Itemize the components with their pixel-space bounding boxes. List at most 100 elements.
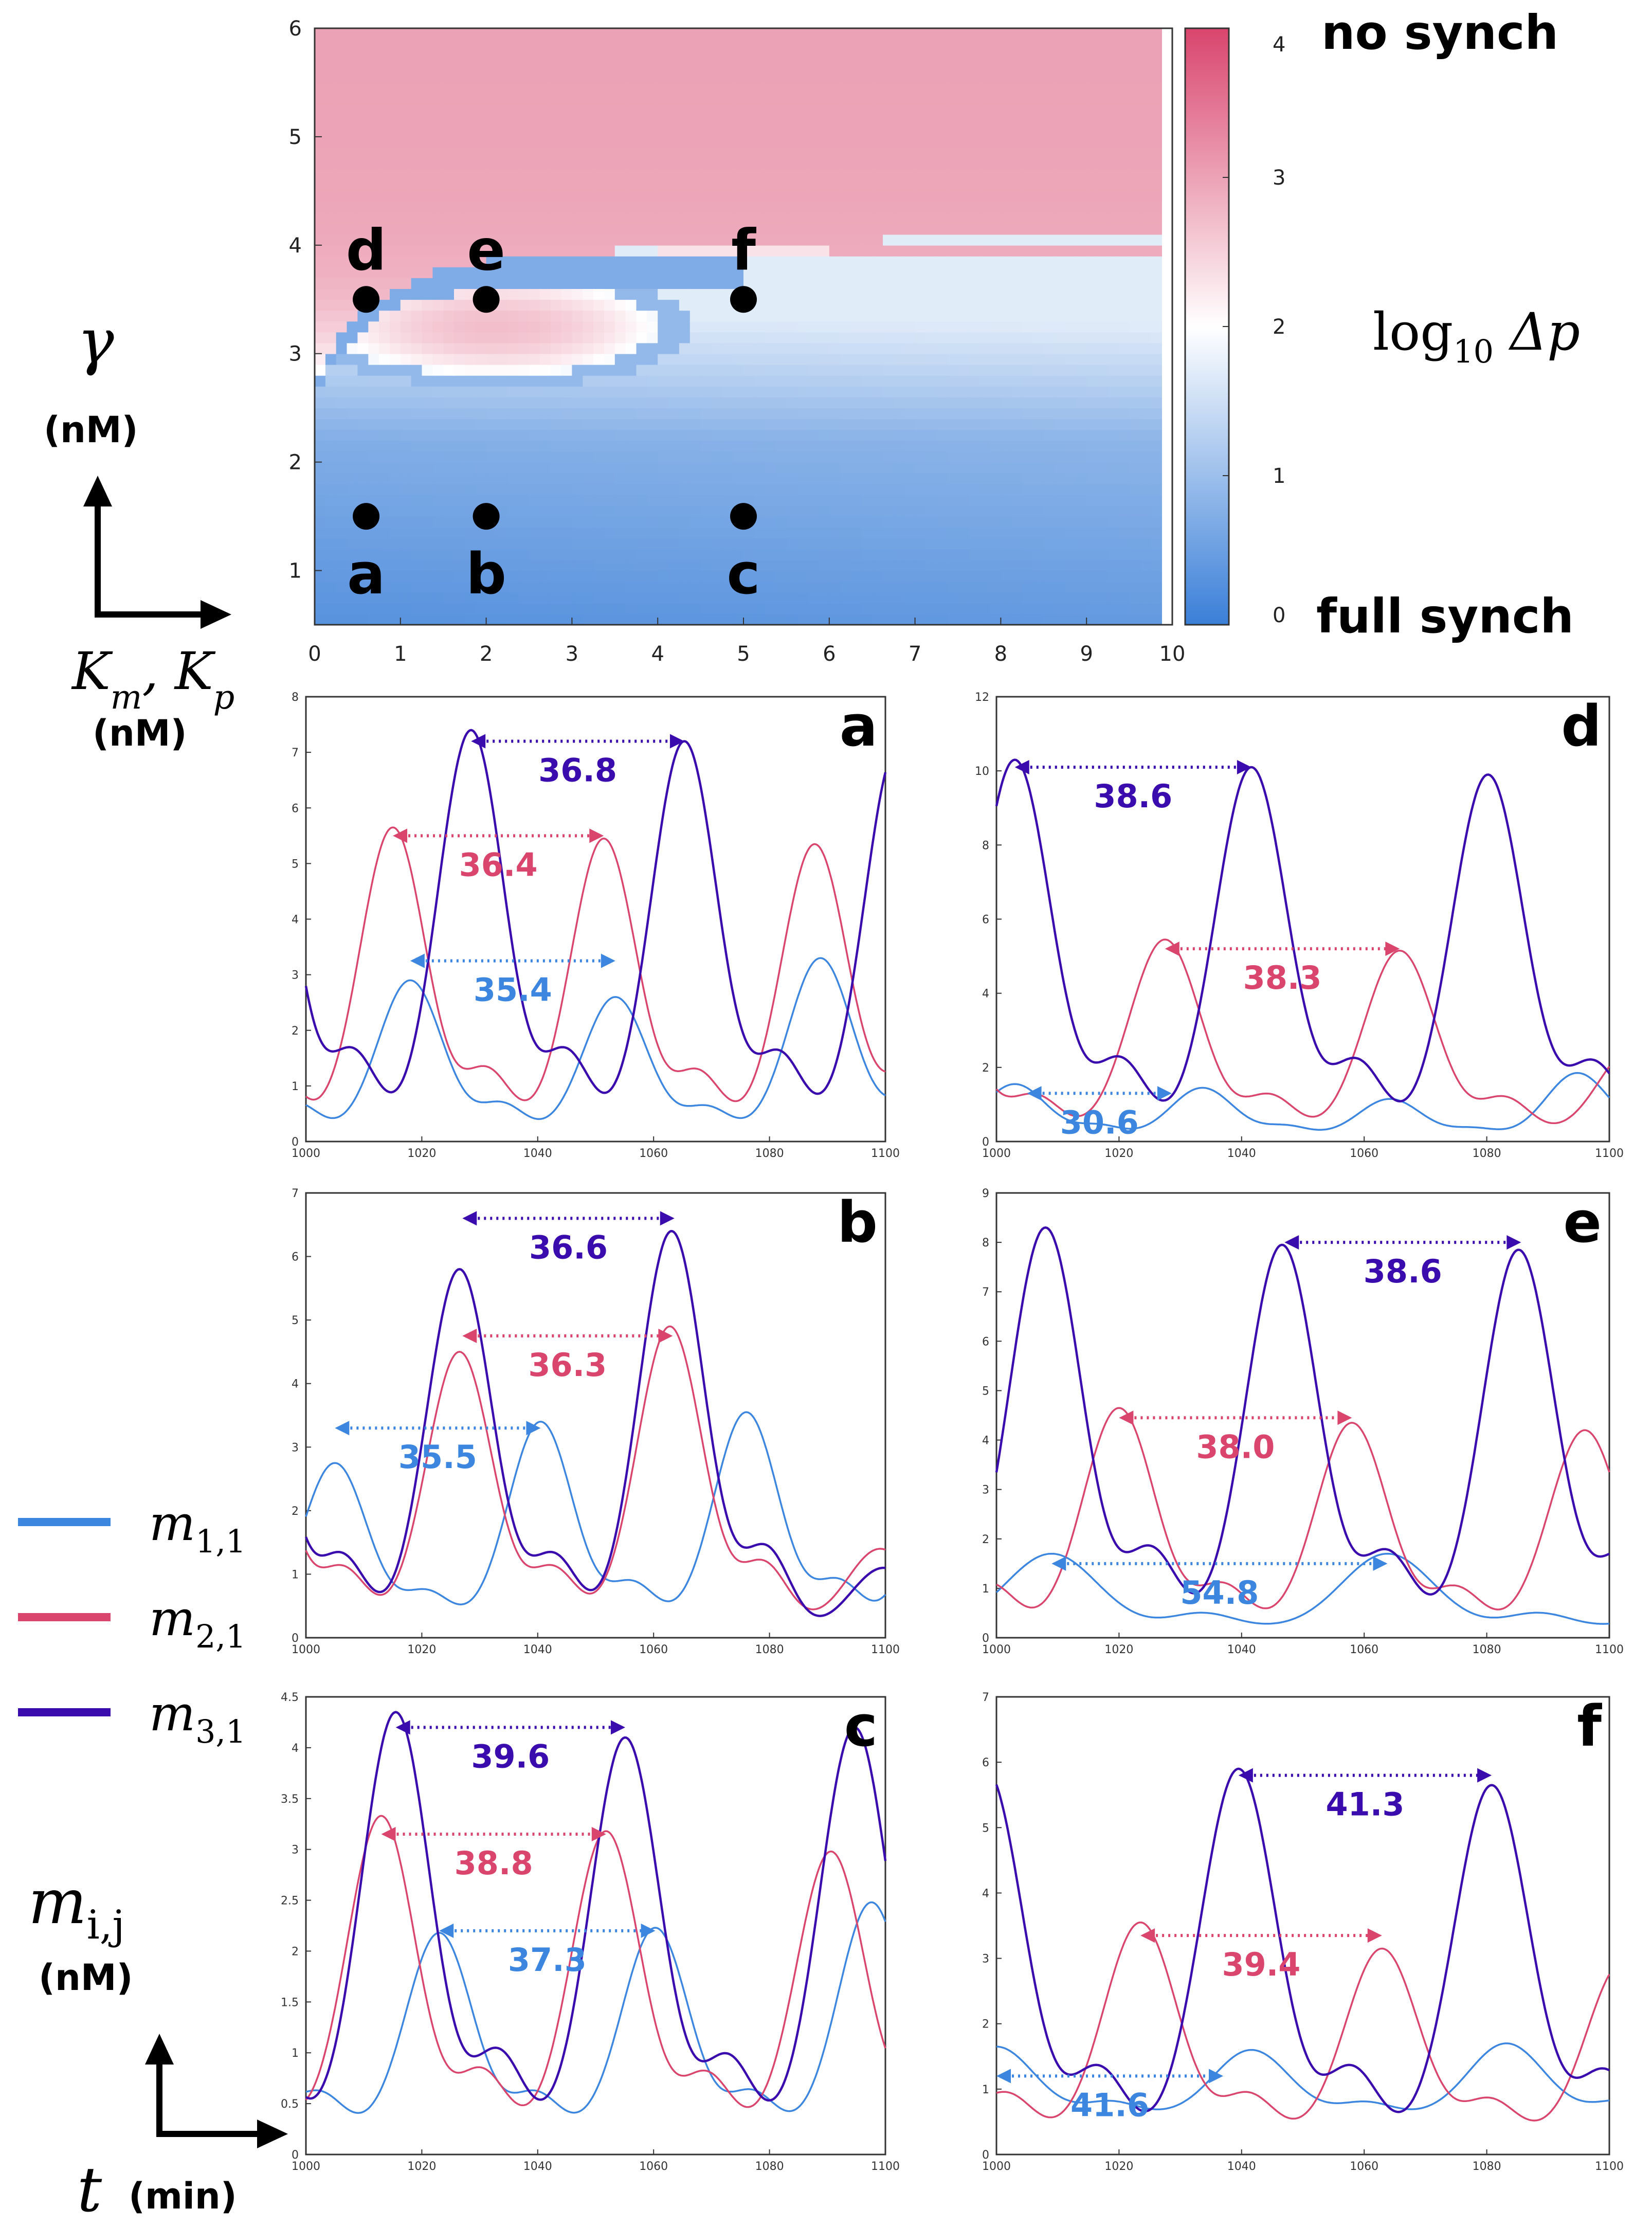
heatmap-cell — [368, 278, 379, 289]
heatmap-cell — [936, 505, 948, 517]
heatmap-cell — [861, 386, 873, 397]
heatmap-cell — [850, 364, 862, 376]
heatmap-cell — [679, 429, 691, 441]
heatmap-cell — [1108, 429, 1119, 441]
heatmap-cell — [604, 234, 615, 246]
heatmap-cell — [1118, 169, 1130, 181]
heatmap-cell — [861, 234, 873, 246]
heatmap-cell — [325, 419, 337, 430]
heatmap-cell — [443, 419, 455, 430]
heatmap-cell — [443, 353, 455, 365]
heatmap-cell — [507, 223, 519, 235]
heatmap-cell — [1151, 212, 1162, 224]
heatmap-cell — [936, 28, 948, 40]
heatmap-cell — [968, 180, 980, 192]
heatmap-cell — [958, 321, 969, 333]
heatmap-cell — [1065, 310, 1077, 322]
heatmap-cell — [1140, 613, 1152, 625]
heatmap-cell — [604, 136, 615, 148]
series-line-1 — [305, 957, 886, 1120]
heatmap-cell — [550, 158, 562, 170]
heatmap-cell — [529, 93, 540, 105]
heatmap-cell — [518, 527, 530, 539]
heatmap-cell — [336, 267, 348, 278]
heatmap-cell — [411, 364, 423, 376]
heatmap-cell — [1011, 613, 1023, 625]
heatmap-cell — [668, 353, 680, 365]
heatmap-cell — [325, 429, 337, 441]
heatmap-cell — [668, 180, 680, 192]
heatmap-cell — [1129, 148, 1141, 159]
heatmap-cell — [668, 158, 680, 170]
heatmap-cell — [357, 408, 369, 420]
heatmap-cell — [840, 71, 851, 83]
heatmap-cell — [315, 28, 326, 40]
heatmap-cell — [1033, 353, 1044, 365]
heatmap-cell — [1022, 39, 1033, 50]
heatmap-cell — [775, 375, 787, 387]
heatmap-cell — [518, 278, 530, 289]
heatmap-cell — [808, 353, 819, 365]
heatmap-cell — [1129, 429, 1141, 441]
heatmap-cell — [679, 245, 691, 257]
heatmap-cell — [947, 440, 958, 452]
heatmap-cell — [1086, 364, 1098, 376]
heatmap-cell — [893, 104, 905, 116]
colorbar-tick-label: 3 — [1273, 166, 1285, 190]
heatmap-cell — [861, 570, 873, 582]
heatmap-cell — [647, 451, 658, 463]
heatmap-cell — [357, 559, 369, 571]
heatmap-cell — [379, 267, 390, 278]
heatmap-cell — [443, 549, 455, 560]
heatmap-cell — [840, 321, 851, 333]
heatmap-cell — [539, 191, 551, 203]
heatmap-cell — [572, 549, 584, 560]
heatmap-cell — [368, 386, 379, 397]
heatmap-cell — [454, 342, 465, 354]
heatmap-cell — [904, 429, 916, 441]
heatmap-cell — [658, 158, 669, 170]
heatmap-cell — [1022, 613, 1033, 625]
heatmap-cell — [722, 397, 733, 408]
heatmap-cell — [497, 505, 509, 517]
heatmap-cell — [1065, 278, 1077, 289]
heatmap-cell — [411, 538, 423, 550]
heatmap-cell — [893, 570, 905, 582]
heatmap-cell — [1076, 71, 1087, 83]
heatmap-cell — [968, 429, 980, 441]
heatmap-cell — [464, 158, 476, 170]
heatmap-cell — [743, 527, 755, 539]
panel-c: 1000 1020 1040 1060 1080 110000.511.522.533.5… — [281, 1691, 900, 2173]
heatmap-cell — [486, 570, 498, 582]
heatmap-cell — [325, 603, 337, 614]
heatmap-cell — [743, 71, 755, 83]
heatmap-cell — [529, 462, 540, 474]
heatmap-cell — [1065, 234, 1077, 246]
heatmap-cell — [550, 397, 562, 408]
heatmap-cell — [550, 375, 562, 387]
heatmap-cell — [379, 28, 390, 40]
heatmap-cell — [850, 212, 862, 224]
heatmap-cell — [336, 136, 348, 148]
heatmap-cell — [1097, 104, 1109, 116]
heatmap-cell — [379, 419, 390, 430]
heatmap-cell — [754, 223, 766, 235]
heatmap-cell — [872, 245, 883, 257]
heatmap-cell — [1151, 245, 1162, 257]
heatmap-cell — [743, 570, 755, 582]
heatmap-cell — [1118, 288, 1130, 300]
series-line-2 — [305, 1815, 886, 2108]
heatmap-cell — [797, 559, 808, 571]
heatmap-cell — [583, 527, 594, 539]
heatmap-cell — [958, 483, 969, 495]
heatmap-cell — [829, 212, 841, 224]
heatmap-cell — [647, 549, 658, 560]
heatmap-cell — [422, 505, 433, 517]
heatmap-cell — [572, 136, 584, 148]
heatmap-cell — [625, 93, 637, 105]
heatmap-cell — [786, 473, 798, 484]
heatmap-cell — [883, 516, 894, 528]
heatmap-cell — [1054, 299, 1066, 311]
heatmap-cell — [700, 549, 712, 560]
heatmap-cell — [1054, 483, 1066, 495]
